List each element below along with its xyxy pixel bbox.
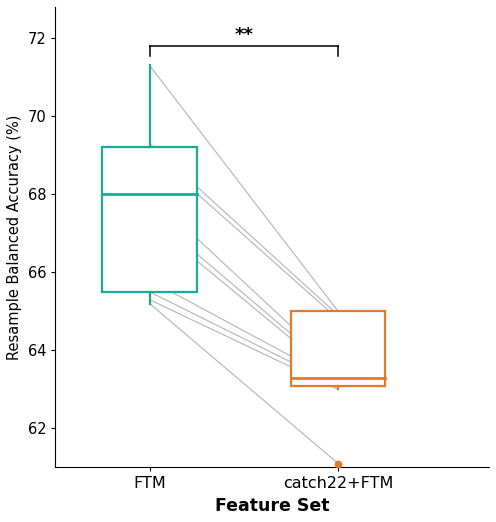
X-axis label: Feature Set: Feature Set [215,497,329,515]
Y-axis label: Resample Balanced Accuracy (%): Resample Balanced Accuracy (%) [7,114,22,360]
Text: **: ** [235,26,253,44]
Bar [103,147,197,292]
Bar [291,311,385,386]
